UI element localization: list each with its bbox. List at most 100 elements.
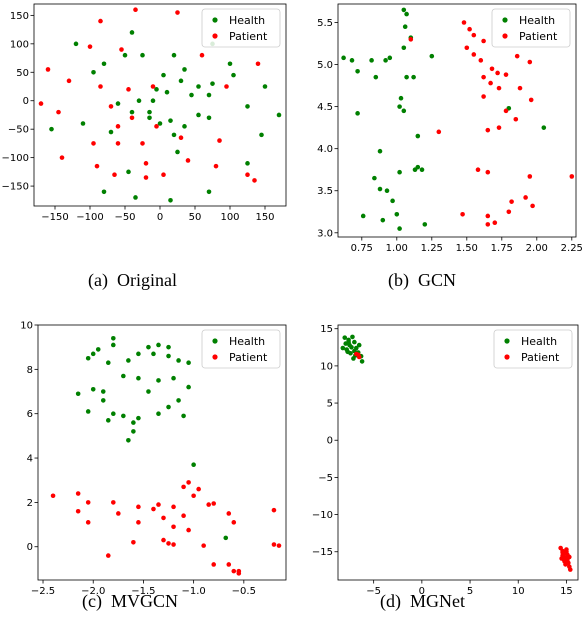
point-health: [176, 358, 181, 363]
y-tick-label: 10: [20, 321, 33, 332]
point-patient: [236, 568, 242, 574]
point-health: [136, 351, 141, 357]
point-patient: [408, 37, 414, 42]
point-patient: [527, 59, 533, 65]
point-patient: [75, 508, 81, 514]
point-patient: [166, 541, 171, 546]
point-patient: [116, 511, 121, 516]
legend: Health Patient: [493, 329, 573, 369]
point-patient: [112, 172, 117, 178]
point-health: [372, 175, 377, 181]
y-tick-label: 4.5: [317, 102, 333, 113]
point-health: [401, 7, 407, 13]
point-patient: [66, 78, 72, 84]
point-health: [166, 404, 171, 410]
point-health: [351, 356, 356, 361]
point-patient: [517, 85, 523, 91]
point-health: [171, 52, 177, 58]
point-patient: [503, 72, 509, 77]
point-health: [401, 108, 407, 114]
point-health: [121, 373, 126, 379]
point-health: [100, 398, 106, 403]
y-tick-label: 8: [27, 365, 33, 376]
point-health: [156, 378, 161, 383]
point-health: [146, 389, 151, 394]
y-tick-label: 3.0: [317, 228, 333, 239]
point-patient: [56, 109, 61, 115]
legend-marker-health: [212, 17, 218, 23]
point-patient: [201, 543, 206, 548]
point-patient: [485, 127, 491, 133]
point-health: [342, 335, 348, 340]
legend-label-patient: Patient: [229, 30, 268, 43]
point-patient: [464, 45, 470, 51]
x-tick-label: −5: [366, 586, 381, 597]
point-health: [136, 375, 141, 381]
point-patient: [191, 493, 196, 499]
x-tick-label: 1.50: [456, 243, 478, 254]
y-tick-label: 4: [27, 454, 33, 465]
point-patient: [217, 138, 222, 143]
point-patient: [226, 511, 232, 516]
point-health: [90, 351, 96, 357]
point-health: [422, 222, 428, 227]
point-health: [415, 133, 421, 139]
legend-label-health: Health: [521, 335, 557, 348]
point-health: [369, 58, 374, 63]
point-patient: [211, 562, 217, 567]
point-patient: [91, 141, 96, 146]
point-health: [373, 74, 379, 80]
legend-label-patient: Patient: [519, 30, 558, 43]
point-health: [168, 118, 173, 123]
legend: Health Patient: [201, 8, 281, 48]
y-tick-label: 4.0: [317, 144, 333, 155]
point-patient: [513, 116, 519, 122]
point-patient: [271, 507, 277, 513]
point-health: [259, 132, 264, 138]
y-tick-label: −150: [2, 182, 29, 193]
point-health: [121, 413, 126, 419]
point-health: [90, 387, 96, 392]
point-health: [206, 92, 212, 98]
point-patient: [119, 47, 124, 52]
point-patient: [98, 84, 103, 89]
y-tick-label: 50: [16, 68, 29, 79]
point-patient: [559, 556, 564, 561]
point-patient: [115, 124, 121, 129]
point-health: [122, 52, 128, 58]
y-tick-label: 5: [327, 399, 333, 410]
x-tick-label: −150: [41, 212, 68, 223]
caption-mgnet: (d) MGNet: [380, 591, 465, 611]
point-patient: [94, 163, 100, 169]
point-patient: [276, 543, 282, 548]
point-patient: [181, 513, 186, 518]
point-patient: [178, 135, 184, 141]
point-health: [245, 104, 250, 109]
point-patient: [211, 501, 217, 506]
point-patient: [129, 115, 135, 121]
point-health: [101, 61, 107, 67]
y-tick-label: 15: [320, 324, 333, 335]
point-patient: [271, 542, 277, 547]
point-health: [129, 30, 135, 35]
y-tick-label: 2: [27, 498, 33, 509]
point-patient: [481, 94, 486, 99]
legend: Health Patient: [201, 329, 281, 369]
point-patient: [224, 84, 229, 89]
axes-frame: [337, 3, 577, 238]
y-tick-label: −100: [2, 153, 29, 164]
point-patient: [59, 155, 65, 160]
point-patient: [161, 537, 166, 543]
point-patient: [186, 480, 191, 485]
point-patient: [478, 58, 484, 63]
panel-original: −150 −100 −50 0 50 100 150 −150 −100 −50 0 50 100 150…: [0, 0, 292, 315]
point-health: [346, 339, 351, 345]
point-patient: [140, 141, 145, 146]
point-health: [355, 68, 360, 74]
legend-marker-health: [504, 338, 510, 344]
point-health: [111, 336, 116, 341]
point-health: [227, 61, 233, 67]
point-health: [126, 358, 131, 363]
point-health: [245, 161, 250, 166]
point-patient: [471, 32, 477, 38]
